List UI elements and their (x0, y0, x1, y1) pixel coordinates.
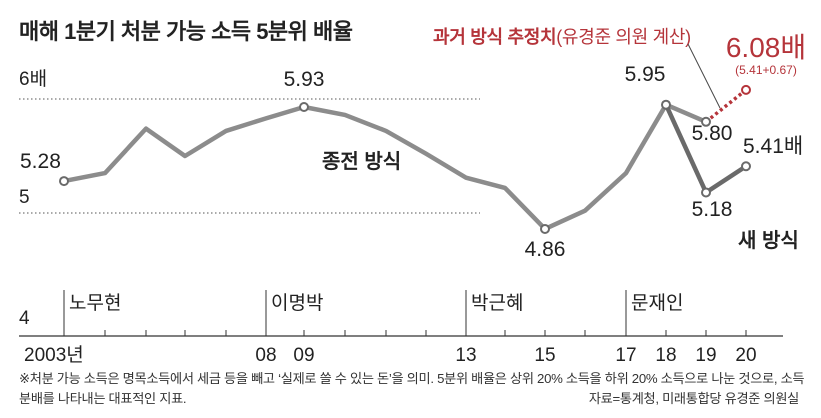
estimate-breakdown-label: (5.41+0.67) (735, 63, 797, 77)
chart-title: 매해 1분기 처분 가능 소득 5분위 배율 (19, 19, 353, 44)
x-tick-label: 13 (455, 345, 476, 366)
y-tick-label: 4 (19, 308, 30, 329)
data-point-marker (741, 84, 751, 95)
footnote: ※처분 가능 소득은 명목소득에서 세금 등을 빼고 ‘실제로 쓸 수 있는 돈… (19, 369, 809, 409)
data-point-marker (661, 99, 671, 110)
old-estimate-legend-label: 과거 방식 추정치 (433, 27, 557, 47)
data-point-marker (59, 176, 69, 187)
data-label: 5.95 (625, 63, 666, 86)
data-label: 5.93 (284, 68, 325, 91)
presidency-label: 노무현 (69, 292, 121, 314)
x-tick-label: 20 (735, 345, 756, 366)
data-label: 5.41배 (743, 135, 803, 158)
data-point-marker (299, 101, 309, 112)
x-tick-label: 17 (615, 345, 636, 366)
presidency-label: 박근혜 (471, 292, 523, 314)
x-tick-label: 19 (695, 345, 716, 366)
x-tick-label: 18 (655, 345, 676, 366)
data-label: 5.28 (20, 150, 61, 173)
footnote-text: ※처분 가능 소득은 명목소득에서 세금 등을 빼고 ‘실제로 쓸 수 있는 돈… (19, 371, 805, 406)
presidency-label: 문재인 (631, 292, 683, 314)
y-tick-label: 6배 (19, 68, 47, 90)
x-tick-label: 09 (293, 345, 314, 366)
series-label-old: 종전 방식 (322, 150, 401, 173)
estimate-value-label: 6.08배 (726, 32, 806, 63)
data-label: 4.86 (525, 238, 566, 261)
data-point-marker (741, 161, 751, 172)
data-point-marker (540, 223, 550, 234)
data-point-marker (701, 187, 711, 198)
x-tick-label: 08 (255, 345, 276, 366)
presidency-label: 이명박 (271, 292, 323, 314)
y-tick-label: 5 (19, 187, 30, 208)
series-label-new: 새 방식 (738, 229, 799, 252)
old-estimate-legend: 과거 방식 추정치(유경준 의원 계산) (433, 23, 691, 49)
series-line (704, 88, 748, 124)
data-label: 5.80 (692, 122, 733, 145)
estimate-leader-line (687, 43, 721, 109)
data-point-marker (701, 116, 711, 127)
source-note: 자료=통계청, 미래통합당 유경준 의원실 (588, 391, 799, 406)
x-tick-label: 2003년 (24, 344, 84, 366)
data-label: 5.18 (692, 198, 733, 221)
series-line (61, 102, 709, 232)
x-tick-label: 15 (534, 345, 555, 366)
old-estimate-legend-note: (유경준 의원 계산) (556, 27, 691, 47)
